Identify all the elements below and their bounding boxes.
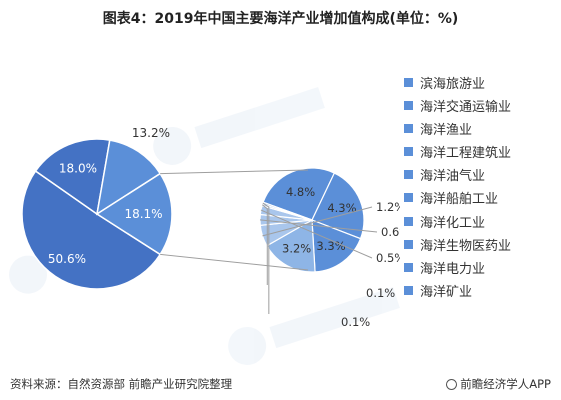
chart-title: 图表4：2019年中国主要海洋产业增加值构成(单位：%) (102, 11, 459, 27)
legend-label: 滨海旅游业 (420, 76, 486, 92)
secondary-pie-label: 1.2% (376, 200, 400, 214)
legend-item: 海洋船舶工业 (404, 189, 511, 207)
main-pie-label: 18.1% (124, 207, 162, 221)
legend-label: 海洋交通运输业 (420, 99, 512, 115)
legend-swatch (404, 193, 413, 203)
legend-label: 海洋化工业 (420, 215, 486, 231)
legend-item: 海洋化工业 (404, 212, 511, 231)
connector-line (160, 253, 309, 271)
legend-item: 海洋交通运输业 (404, 96, 512, 115)
leader-line (259, 219, 378, 233)
legend-label: 海洋矿业 (420, 285, 473, 301)
pie-of-pie-chart: 50.6% 18.0% 13.2% 18.1% 4.8% 4.3% 3.3% 3.2% 1.2%… (21, 126, 400, 329)
legend-swatch (404, 77, 413, 87)
secondary-pie-label: 4.3% (327, 201, 356, 215)
secondary-pie-label: 0.5% (376, 251, 400, 265)
leader-line (262, 206, 373, 237)
legend-swatch (404, 170, 413, 180)
legend-swatch (404, 147, 413, 157)
secondary-pie-label: 3.2% (282, 241, 311, 255)
secondary-pie-slice (266, 218, 316, 273)
legend-swatch (404, 123, 413, 133)
legend-item: 海洋矿业 (404, 282, 511, 300)
leader-line (261, 204, 268, 285)
legend-swatch (404, 263, 413, 272)
legend-swatch (404, 216, 413, 226)
legend-label: 海洋工程建筑业 (420, 146, 512, 162)
legend-item: 海洋电力业 (404, 259, 511, 277)
chart-legend: 滨海旅游业海洋交通运输业 海洋渔业海洋工程建筑业 海洋油气业海洋船舶工业 海洋化工业海… (404, 73, 511, 305)
brand-text: 前瞻经济学人APP (460, 377, 551, 391)
legend-label: 海洋油气业 (420, 169, 486, 185)
legend-swatch (404, 286, 413, 296)
legend-item: 海洋渔业 (404, 119, 511, 138)
brand-logo-icon (446, 379, 458, 390)
legend-item: 滨海旅游业 (404, 73, 511, 92)
secondary-pie-slice (311, 172, 365, 240)
leader-line (262, 202, 270, 314)
leader-line (260, 209, 373, 259)
connector-line (160, 169, 309, 175)
main-pie-label: 18.0% (59, 161, 97, 175)
legend-label: 海洋生物医药业 (420, 238, 512, 254)
secondary-pie-slice (262, 167, 336, 221)
main-pie-label: 13.2% (132, 126, 170, 140)
main-pie-label: 50.6% (48, 252, 86, 266)
legend-label: 海洋渔业 (420, 122, 473, 138)
legend-item: 海洋生物医药业 (404, 235, 512, 254)
secondary-pie-label: 0.1% (341, 315, 370, 329)
source-note: 资料来源：自然资源部 前瞻产业研究院整理 (10, 377, 233, 391)
legend-label: 海洋船舶工业 (420, 192, 499, 208)
secondary-pie-label: 3.3% (316, 239, 345, 253)
secondary-pie-label: 0.6% (381, 225, 400, 239)
legend-item: 海洋工程建筑业 (404, 143, 511, 161)
main-pie-slice (95, 172, 173, 256)
legend-swatch (404, 100, 413, 110)
main-pie-slice (95, 139, 162, 216)
secondary-pie-slice (311, 219, 362, 273)
legend-swatch (404, 239, 413, 249)
legend-label: 海洋电力业 (420, 262, 486, 277)
secondary-pie-label: 4.8% (286, 185, 315, 199)
brand-credit: 前瞻经济学人APP (446, 376, 551, 392)
main-pie-slice (21, 169, 162, 290)
secondary-pie-label: 0.1% (366, 286, 395, 300)
legend-item: 海洋油气业 (404, 166, 511, 184)
footer: 资料来源：自然资源部 前瞻产业研究院整理 前瞻经济学人APP (10, 376, 551, 392)
main-pie-slice (34, 138, 111, 216)
